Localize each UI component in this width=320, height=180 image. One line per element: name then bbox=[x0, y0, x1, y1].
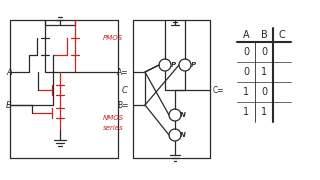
Text: C: C bbox=[122, 86, 128, 94]
Text: B: B bbox=[260, 30, 268, 40]
Text: NMOS: NMOS bbox=[103, 115, 124, 121]
Text: 0: 0 bbox=[261, 87, 267, 97]
Text: A=: A= bbox=[117, 68, 129, 76]
Text: 1: 1 bbox=[261, 67, 267, 77]
Text: 0: 0 bbox=[243, 67, 249, 77]
Text: 0: 0 bbox=[261, 47, 267, 57]
Text: P: P bbox=[190, 62, 196, 68]
Text: 0: 0 bbox=[243, 47, 249, 57]
Text: A: A bbox=[6, 68, 12, 76]
Text: PMOS: PMOS bbox=[103, 35, 123, 41]
Text: N: N bbox=[180, 132, 186, 138]
Text: A: A bbox=[243, 30, 249, 40]
Text: 1: 1 bbox=[243, 87, 249, 97]
Text: C=: C= bbox=[213, 86, 225, 94]
Text: series: series bbox=[103, 125, 124, 131]
Text: N: N bbox=[180, 112, 186, 118]
Text: 1: 1 bbox=[261, 107, 267, 117]
Text: P: P bbox=[171, 62, 176, 68]
Text: C: C bbox=[279, 30, 285, 40]
Text: B: B bbox=[6, 100, 12, 109]
Text: B=: B= bbox=[117, 100, 129, 109]
Text: 1: 1 bbox=[243, 107, 249, 117]
